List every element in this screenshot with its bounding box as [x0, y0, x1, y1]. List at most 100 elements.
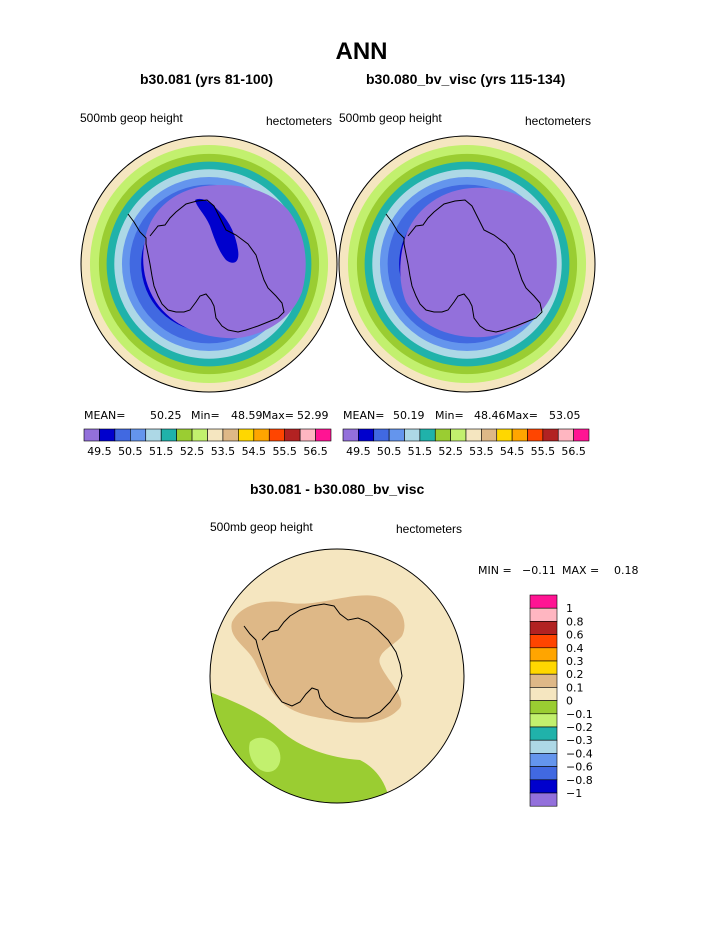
panel1-colorbar-tick-label: 54.5 — [242, 445, 267, 458]
panel3-colorbar-box-10 — [529, 726, 558, 741]
panel2-colorbar-box-2 — [373, 428, 390, 442]
panel3-colorbar-tick-label: −1 — [566, 787, 582, 800]
panel1-colorbar-box-4 — [145, 428, 162, 442]
panel3-colorbar-tick-label: −0.6 — [566, 761, 593, 774]
panel1-colorbar-tick-label: 52.5 — [180, 445, 205, 458]
panel1-blue-tongue — [195, 198, 239, 263]
panel2-colorbar-tick-label: 54.5 — [500, 445, 525, 458]
panel3-min-value: −0.11 — [522, 564, 556, 577]
panel2-colorbar-tick-label: 50.5 — [377, 445, 402, 458]
panel3-colorbar-box-7 — [529, 687, 558, 701]
panel3-colorbar-tick-label: 0.1 — [566, 681, 584, 694]
panel2-mean-label: MEAN= — [343, 409, 385, 422]
panel1-colorbar: 49.5 50.5 51.5 52.5 53.5 54.5 55.5 56.5 — [83, 428, 332, 458]
panel1-title: b30.081 (yrs 81-100) — [140, 71, 274, 87]
panel3-light-green-blob — [249, 737, 281, 772]
panel3-colorbar: 10.80.60.40.30.20.10−0.1−0.2−0.3−0.4−0.6… — [529, 594, 593, 807]
panel3-colorbar-box-3 — [529, 634, 558, 649]
panel1-colorbar-box-2 — [114, 428, 131, 442]
panel1-colorbar-box-7 — [191, 428, 208, 442]
panel2-colorbar-box-7 — [450, 428, 467, 442]
panel1-colorbar-box-10 — [238, 428, 255, 442]
panel3-colorbar-tick-label: 0.6 — [566, 629, 584, 642]
panel3-colorbar-box-15 — [529, 792, 558, 807]
panel2-colorbar-box-3 — [388, 428, 405, 442]
panel3-tan-region — [231, 595, 405, 723]
panel1-colorbar-box-3 — [130, 428, 147, 442]
panel2-colorbar-box-6 — [434, 428, 451, 442]
panel1-inner-low-region — [143, 185, 306, 339]
panel2-field-label: 500mb geop height — [339, 111, 442, 125]
panel3-colorbar-tick-label: 0.3 — [566, 655, 584, 668]
panel2-max-label: Max= — [506, 409, 538, 422]
main-title: ANN — [335, 38, 388, 65]
panel3-colorbar-tick-label: 0.2 — [566, 668, 584, 681]
panel3-map — [209, 548, 465, 804]
panel2-colorbar-box-10 — [496, 428, 513, 442]
panel2-colorbar-box-4 — [404, 428, 421, 442]
panel3-colorbar-box-6 — [529, 673, 558, 688]
panel2-colorbar-box-13 — [542, 428, 559, 442]
panel2-min-value: 48.46 — [474, 409, 506, 422]
panel1-colorbar-box-9 — [222, 428, 239, 442]
panel3-colorbar-tick-label: 0.4 — [566, 642, 584, 655]
panel1-mean-value: 50.25 — [150, 409, 182, 422]
panel3-colorbar-tick-label: −0.4 — [566, 747, 593, 760]
panel3-colorbar-box-14 — [529, 779, 558, 794]
panel2-colorbar-box-8 — [465, 428, 482, 442]
panel1-colorbar-box-14 — [299, 428, 316, 442]
panel1-colorbar-tick-label: 50.5 — [118, 445, 143, 458]
panel1-colorbar-box-13 — [284, 428, 301, 442]
panel1-colorbar-box-8 — [207, 428, 224, 442]
panel2-colorbar-box-0 — [342, 428, 359, 442]
panel3-colorbar-tick-label: −0.3 — [566, 734, 593, 747]
panel1-units-label: hectometers — [266, 114, 333, 128]
panel2-colorbar-box-9 — [481, 428, 498, 442]
panel2-colorbar-tick-label: 56.5 — [561, 445, 586, 458]
panel3-colorbar-tick-label: −0.2 — [566, 721, 593, 734]
panel3-field-label: 500mb geop height — [210, 520, 313, 534]
panel3-units-label: hectometers — [396, 522, 463, 536]
panel2-mean-value: 50.19 — [393, 409, 425, 422]
panel2-colorbar-tick-label: 53.5 — [469, 445, 494, 458]
panel1-min-label: Min= — [191, 409, 220, 422]
panel1-mean-label: MEAN= — [84, 409, 126, 422]
panel1-min-value: 48.59 — [231, 409, 263, 422]
panel3-colorbar-box-8 — [529, 700, 558, 715]
panel2-colorbar-box-12 — [527, 428, 544, 442]
panel3-colorbar-tick-label: 1 — [566, 602, 573, 615]
panel3-colorbar-box-13 — [529, 766, 558, 781]
panel2-map-border — [338, 135, 596, 393]
panel1-map — [80, 135, 338, 393]
panel2-min-label: Min= — [435, 409, 464, 422]
panel2-title: b30.080_bv_visc (yrs 115-134) — [366, 71, 566, 87]
panel1-colorbar-tick-label: 49.5 — [87, 445, 112, 458]
panel2-map — [338, 135, 596, 393]
panel1-max-label: Max= — [262, 409, 294, 422]
panel2-antarctica-coastline — [385, 199, 543, 333]
panel2-units-label: hectometers — [525, 114, 592, 128]
panel3-colorbar-box-0 — [529, 594, 558, 609]
panel3-colorbar-box-1 — [529, 607, 558, 622]
panel2-colorbar-box-15 — [573, 428, 590, 442]
panel2-colorbar-box-5 — [419, 428, 436, 442]
panel3-colorbar-tick-label: −0.8 — [566, 774, 593, 787]
panel1-colorbar-tick-label: 56.5 — [303, 445, 328, 458]
panel3-colorbar-tick-label: 0 — [566, 695, 573, 708]
panel1-field-label: 500mb geop height — [80, 111, 183, 125]
panel1-colorbar-box-1 — [99, 428, 116, 442]
panel2-colorbar-box-1 — [358, 428, 375, 442]
panel2-colorbar-tick-label: 49.5 — [346, 445, 371, 458]
panel2-colorbar-tick-label: 51.5 — [408, 445, 433, 458]
panel1-colorbar-tick-label: 51.5 — [149, 445, 174, 458]
panel3-colorbar-box-12 — [529, 753, 558, 767]
panel3-colorbar-box-2 — [529, 621, 558, 635]
panel3-max-label: MAX = — [562, 564, 600, 577]
panel3-title: b30.081 - b30.080_bv_visc — [250, 481, 425, 497]
panel2-colorbar-tick-label: 55.5 — [531, 445, 556, 458]
panel2-inner-low-region — [400, 187, 557, 338]
panel3-min-label: MIN = — [478, 564, 512, 577]
panel2-colorbar-tick-label: 52.5 — [438, 445, 463, 458]
panel3-colorbar-box-11 — [529, 739, 558, 754]
